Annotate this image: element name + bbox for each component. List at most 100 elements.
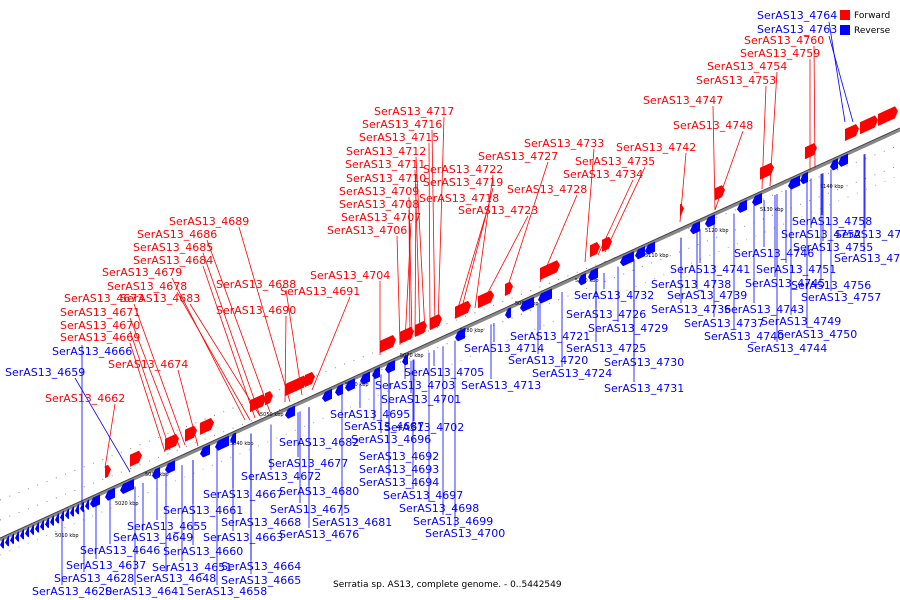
reverse-gene	[800, 171, 808, 185]
forward-leader-lines	[74, 45, 816, 473]
forward-gene-label: SerAS13_4733	[524, 137, 604, 150]
kbp-tick-label: 5010 kbp	[55, 533, 79, 539]
reverse-gene	[830, 158, 838, 171]
reverse-gene	[588, 267, 598, 281]
reverse-gene	[360, 371, 370, 385]
reverse-gene-label: SerAS13_4750	[777, 328, 857, 341]
forward-leader-line	[202, 265, 256, 419]
reverse-genes	[0, 153, 848, 549]
reverse-gene-label: SerAS13_4658	[187, 585, 267, 598]
reverse-gene-label: SerAS13_4705	[404, 366, 484, 379]
forward-gene	[265, 391, 273, 406]
reverse-gene	[620, 251, 634, 267]
reverse-gene-label: SerAS13_4693	[359, 463, 439, 476]
forward-leader-line	[584, 148, 595, 263]
reverse-gene-label: SerAS13_4698	[399, 502, 479, 515]
forward-gene-label: SerAS13_4669	[60, 331, 140, 344]
reverse-gene	[200, 444, 210, 458]
reverse-leader-lines	[61, 21, 866, 585]
forward-leader-line	[133, 303, 186, 446]
forward-leader-line	[454, 203, 490, 319]
reverse-gene	[30, 524, 34, 535]
forward-gene	[505, 281, 513, 296]
reverse-gene-label: SerAS13_4749	[761, 315, 841, 328]
forward-gene-label: SerAS13_4706	[327, 224, 407, 237]
reverse-gene-label: SerAS13_4655	[127, 520, 207, 533]
forward-gene-label: SerAS13_4728	[507, 183, 587, 196]
reverse-gene-label: SerAS13_4701	[381, 393, 461, 406]
forward-gene-label: SerAS13_4678	[107, 280, 187, 293]
reverse-gene-label: SerAS13_4676	[279, 528, 359, 541]
reverse-gene-label: SerAS13_4731	[604, 382, 684, 395]
map-caption: Serratia sp. AS13, complete genome. - 0.…	[333, 580, 562, 590]
reverse-gene-label: SerAS13_4740	[704, 330, 784, 343]
backbone-line	[0, 128, 900, 542]
forward-gene-label: SerAS13_4710	[346, 172, 426, 185]
forward-gene	[860, 115, 878, 135]
reverse-gene-label: SerAS13_4672	[241, 470, 321, 483]
legend-forward-swatch	[840, 10, 850, 20]
forward-gene-label: SerAS13_4717	[374, 105, 454, 118]
forward-leader-line	[176, 291, 251, 421]
backbone-edge	[0, 127, 900, 539]
reverse-gene-label: SerAS13_4651	[152, 561, 232, 574]
forward-gene	[185, 425, 197, 442]
reverse-gene-label: SerAS13_4714	[464, 342, 544, 355]
reverse-gene-label: SerAS13_4675	[270, 503, 350, 516]
reverse-gene	[120, 478, 134, 494]
forward-gene-label: SerAS13_4659	[5, 366, 85, 379]
forward-leader-line	[285, 289, 303, 396]
forward-gene	[680, 203, 684, 217]
reverse-gene-label: SerAS13_4745	[745, 277, 825, 290]
reverse-gene-label: SerAS13_4665	[221, 574, 301, 587]
reverse-gene	[50, 515, 54, 526]
forward-leader-line	[189, 303, 261, 417]
reverse-gene-label: SerAS13_4695	[330, 408, 410, 421]
forward-gene	[250, 394, 266, 413]
forward-gene-label: SerAS13_4754	[707, 60, 787, 73]
forward-gene-label: SerAS13_4719	[423, 176, 503, 189]
reverse-gene	[385, 360, 395, 374]
reverse-gene	[838, 153, 848, 167]
reverse-gene	[0, 538, 4, 549]
reverse-gene-label: SerAS13_4677	[268, 457, 348, 470]
forward-gene-label: SerAS13_4671	[60, 306, 140, 319]
forward-leader-line	[104, 403, 116, 469]
forward-gene-labels: SerAS13_4662SerAS13_4659SerAS13_4674SerA…	[5, 34, 824, 405]
reverse-gene-label: SerAS13_4730	[604, 356, 684, 369]
reverse-gene-label: SerAS13_4736	[651, 303, 731, 316]
forward-gene-label: SerAS13_4707	[341, 211, 421, 224]
reverse-gene	[645, 241, 655, 255]
forward-gene-label: SerAS13_4679	[102, 266, 182, 279]
kbp-tick-label: 5050 kbp	[260, 412, 284, 418]
reverse-gene-label: SerAS13_4757	[801, 291, 881, 304]
forward-leader-line	[129, 330, 171, 451]
reverse-gene	[335, 383, 343, 397]
forward-gene-label: SerAS13_4711	[345, 158, 425, 171]
forward-gene	[478, 290, 494, 309]
reverse-gene	[788, 175, 800, 190]
forward-gene-label: SerAS13_4716	[362, 118, 442, 131]
reverse-gene-label: SerAS13_4732	[574, 289, 654, 302]
forward-gene-label: SerAS13_4715	[359, 131, 439, 144]
reverse-gene	[35, 522, 39, 533]
reverse-gene-label: SerAS13_4646	[80, 544, 160, 557]
forward-gene-label: SerAS13_4691	[280, 285, 360, 298]
reverse-gene	[538, 288, 552, 304]
reverse-gene	[165, 460, 175, 474]
reverse-gene-label: SerAS13_4720	[508, 354, 588, 367]
forward-gene-label: SerAS13_4747	[643, 94, 723, 107]
reverse-gene-label: SerAS13_4703	[375, 379, 455, 392]
reverse-gene	[105, 487, 115, 501]
reverse-gene	[372, 366, 380, 380]
reverse-gene-label: SerAS13_4743	[724, 303, 804, 316]
forward-gene	[165, 433, 179, 451]
reverse-gene-label: SerAS13_4755	[793, 241, 873, 254]
reverse-leader-line	[828, 21, 846, 123]
reverse-gene-label: SerAS13_4649	[113, 531, 193, 544]
reverse-gene-label: SerAS13_4699	[413, 515, 493, 528]
reverse-gene-label: SerAS13_4738	[651, 278, 731, 291]
forward-leader-line	[712, 105, 716, 211]
forward-leader-line	[129, 342, 166, 453]
reverse-gene-label: SerAS13_4758	[792, 215, 872, 228]
